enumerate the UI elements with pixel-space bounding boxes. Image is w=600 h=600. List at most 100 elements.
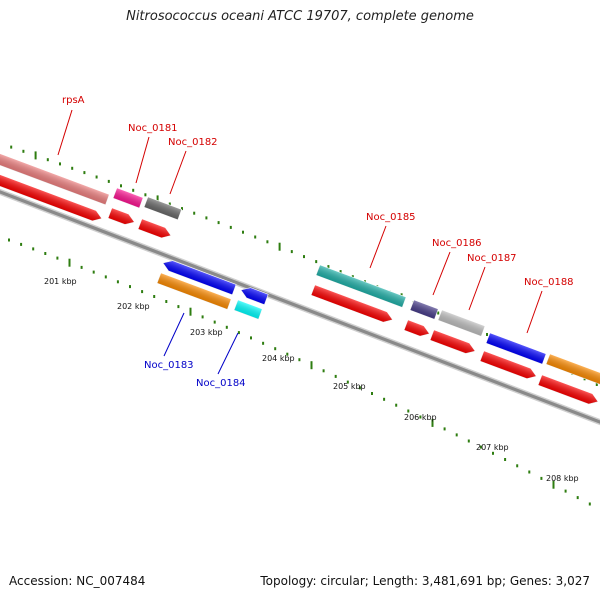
tick-mark [346,380,349,384]
tick-mark [165,300,168,303]
tick-mark [303,255,305,259]
tick-mark [213,320,216,324]
kbp-label: 203 kbp [190,328,223,337]
accession-text: Accession: NC_007484 [9,574,146,588]
tick-mark [290,250,293,254]
gene-leader-line [135,136,150,184]
gene-leader-line [169,150,187,195]
tick-mark [310,361,313,370]
tick-mark [528,470,531,474]
tick-mark [298,358,301,362]
tick-mark [274,347,277,351]
tick-mark [116,280,119,284]
tick-mark [156,195,159,204]
cds-arrow-edge [537,374,599,405]
tick-mark [595,383,598,386]
tick-mark [107,179,110,183]
tick-mark [32,247,35,251]
tick-mark [83,171,86,175]
gene-label: Noc_0183 [144,360,194,371]
tick-mark [189,307,192,316]
tick-mark [71,166,74,170]
tick-mark [10,145,13,149]
kbp-label: 207 kbp [476,443,509,452]
gene-label: Noc_0184 [196,378,246,389]
tick-mark [431,418,434,427]
tick-mark [407,409,410,413]
gene-bar-Noc_0184 [233,299,263,320]
tick-mark [358,386,361,390]
cds-arrow-Noc_0182 [137,218,172,239]
gene-bar-Noc_0185 [315,264,407,308]
tick-mark [322,369,325,373]
gene-bar-Noc_0186 [409,299,439,320]
tick-mark [351,275,354,279]
kbp-label: 205 kbp [333,382,366,391]
tick-mark [8,238,10,242]
reverse-cds-arrow-blue-small [240,287,269,305]
tick-mark [34,151,37,160]
tick-mark [504,458,507,461]
tick-mark [92,270,95,274]
tick-mark [278,242,281,251]
gene-label: Noc_0186 [432,238,482,249]
gene-label: Noc_0188 [524,277,574,288]
cds-arrow-Noc_0181 [107,207,135,225]
tick-mark [479,445,482,449]
gene-bar-Noc_0188 [485,332,547,365]
cds-arrow-Noc_0188 [479,350,537,379]
tick-mark [201,315,204,319]
tick-mark [129,285,131,289]
kbp-label: 204 kbp [262,354,295,363]
kbp-label: 202 kbp [117,302,150,311]
gene-bar-Noc_0183 [156,272,232,310]
tick-mark [205,216,208,220]
tick-mark [516,464,519,468]
tick-mark [540,476,543,480]
gene-label: Noc_0181 [128,123,178,134]
tick-mark [395,403,398,407]
tick-mark [56,256,59,260]
cds-arrow-Noc_0187 [429,329,476,354]
reverse-cds-arrow-blue [162,260,237,296]
tick-mark [467,439,470,443]
tick-mark [104,275,107,279]
tick-mark [177,305,180,309]
tick-mark [492,451,494,455]
tick-mark [46,158,49,162]
tick-mark [437,311,440,315]
map-title: Nitrosococcus oceani ATCC 19707, complet… [126,9,474,24]
gene-leader-line [369,225,387,269]
tick-mark [217,221,220,225]
backbone-layer [0,188,600,426]
tick-mark [334,374,337,378]
backbone-line [0,190,600,424]
gene-leader-line [57,109,73,156]
tick-mark [193,211,196,215]
gene-bar-Noc_0182 [143,196,183,221]
cds-arrow-Noc_0185 [310,284,394,323]
tick-mark [286,352,289,356]
tick-mark [443,427,446,431]
genome-summary-text: Topology: circular; Length: 3,481,691 bp… [260,574,590,588]
tick-mark [144,193,147,197]
tick-mark [486,333,488,336]
tick-mark [95,175,98,179]
gene-leader-line [468,266,486,311]
gene-leader-line [526,290,543,334]
tick-mark [327,265,330,269]
tick-mark [80,265,83,269]
gene-bar-Noc_0181 [112,187,144,209]
tick-mark [22,149,25,153]
kbp-label: 201 kbp [44,277,77,286]
kbp-label: 208 kbp [546,474,579,483]
tick-mark [383,397,386,401]
tick-mark [20,242,23,246]
tick-mark [141,290,144,294]
kbp-label: 206 kbp [404,413,437,422]
tick-mark [576,496,579,500]
tick-mark [254,235,257,239]
tick-mark [59,162,61,166]
tick-mark [229,225,232,229]
